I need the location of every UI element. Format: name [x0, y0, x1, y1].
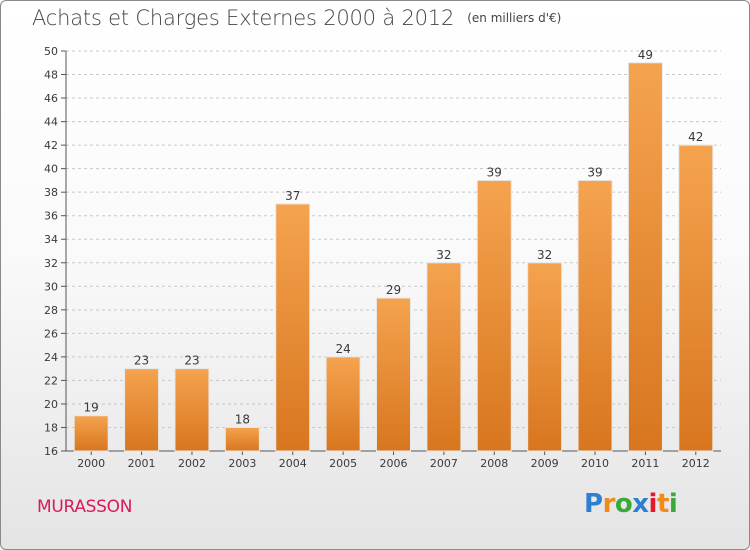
logo-letter: t: [656, 489, 669, 519]
bar-2003: [224, 426, 260, 452]
value-label-2001: 23: [134, 354, 149, 368]
y-tick-label: 26: [44, 327, 58, 340]
bar-2000: [73, 415, 109, 452]
x-tick-label-2005: 2005: [329, 457, 357, 470]
y-tick-label: 44: [44, 116, 58, 129]
bar-2007: [426, 262, 462, 452]
logo-letter: i: [668, 489, 678, 519]
y-tick-label: 48: [44, 69, 58, 82]
y-tick-label: 24: [44, 351, 58, 364]
value-label-2003: 18: [235, 412, 250, 426]
place-name: MURASSON: [37, 497, 133, 517]
proxiti-logo[interactable]: Proxiti: [584, 489, 678, 519]
y-tick-label: 22: [44, 374, 58, 387]
bar-2001: [124, 368, 160, 452]
value-label-2008: 39: [487, 165, 502, 179]
y-tick-label: 46: [44, 92, 58, 105]
value-label-2009: 32: [537, 248, 552, 262]
x-tick-label-2007: 2007: [430, 457, 458, 470]
x-tick-label-2011: 2011: [631, 457, 659, 470]
x-tick-label-2002: 2002: [178, 457, 206, 470]
value-label-2010: 39: [587, 165, 602, 179]
bars: [73, 62, 714, 452]
x-tick-label-2008: 2008: [480, 457, 508, 470]
value-label-2004: 37: [285, 189, 300, 203]
value-label-2011: 49: [638, 48, 653, 62]
x-tick-label-2012: 2012: [682, 457, 710, 470]
y-tick-label: 42: [44, 139, 58, 152]
y-tick-label: 36: [44, 210, 58, 223]
bar-2009: [527, 262, 563, 452]
y-tick-label: 50: [44, 45, 58, 58]
y-tick-label: 18: [44, 421, 58, 434]
y-tick-label: 34: [44, 233, 58, 246]
x-tick-label-2009: 2009: [531, 457, 559, 470]
bar-2012: [678, 144, 714, 452]
y-tick-label: 16: [44, 445, 58, 458]
x-tick-label-2010: 2010: [581, 457, 609, 470]
bar-2002: [174, 368, 210, 452]
x-tick-label-2001: 2001: [128, 457, 156, 470]
value-label-2007: 32: [436, 248, 451, 262]
bar-2006: [376, 297, 411, 452]
x-tick-label-2003: 2003: [228, 457, 256, 470]
x-tick-label-2004: 2004: [279, 457, 307, 470]
logo-letter: P: [584, 489, 603, 519]
bar-2010: [577, 179, 613, 452]
logo-letter: x: [632, 489, 649, 519]
y-tick-label: 28: [44, 304, 58, 317]
y-tick-label: 32: [44, 257, 58, 270]
value-label-2002: 23: [184, 354, 199, 368]
bar-2008: [476, 179, 512, 452]
value-label-2012: 42: [688, 130, 703, 144]
y-tick-label: 40: [44, 163, 58, 176]
chart-title-row: Achats et Charges Externes 2000 à 2012 (…: [32, 6, 561, 30]
value-label-2006: 29: [386, 283, 401, 297]
y-tick-label: 20: [44, 398, 58, 411]
y-tick-label: 38: [44, 186, 58, 199]
x-tick-label-2006: 2006: [380, 457, 408, 470]
logo-letter: o: [614, 489, 633, 519]
y-tick-label: 30: [44, 280, 58, 293]
labels: 16 18 20 22 24 26 28 30 32 34 36 38 40 42 44 46 48 50 19 20…: [44, 45, 710, 470]
chart-title: Achats et Charges Externes 2000 à 2012: [32, 6, 455, 30]
bar-2011: [627, 62, 663, 452]
logo-letter: i: [648, 489, 658, 519]
value-label-2005: 24: [335, 342, 350, 356]
x-tick-label-2000: 2000: [77, 457, 105, 470]
value-label-2000: 19: [84, 401, 99, 415]
bar-2004: [275, 203, 311, 452]
bar-2005: [325, 356, 361, 452]
logo-letter: r: [602, 489, 616, 519]
chart-unit: (en milliers d'€): [467, 11, 562, 25]
